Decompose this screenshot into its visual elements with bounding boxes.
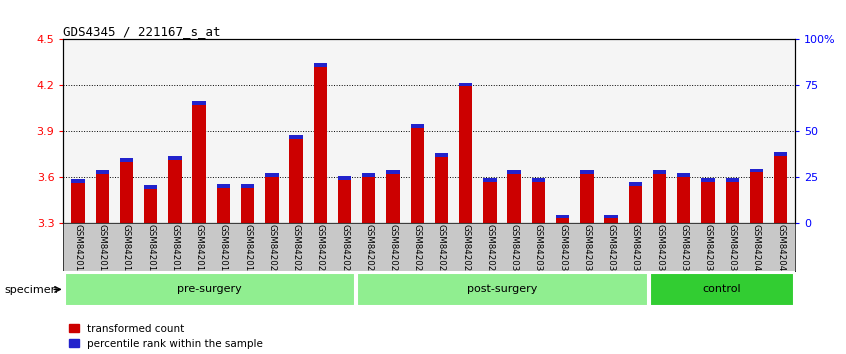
Text: GSM842035: GSM842035 [631,224,640,277]
Bar [677,173,690,177]
Text: GSM842031: GSM842031 [534,224,543,277]
Bar [338,176,351,180]
Bar [71,183,85,223]
Text: pre-surgery: pre-surgery [178,284,242,295]
Text: GSM842036: GSM842036 [655,224,664,277]
Bar [650,273,794,306]
Text: GSM842023: GSM842023 [340,224,349,277]
Text: GSM842030: GSM842030 [509,224,519,277]
Bar [750,172,763,223]
Bar [217,184,230,188]
Text: GSM842014: GSM842014 [122,224,131,277]
Text: GSM842037: GSM842037 [679,224,689,277]
Bar [750,169,763,172]
Text: GSM842039: GSM842039 [728,224,737,277]
Text: GSM842032: GSM842032 [558,224,567,277]
Bar [629,182,642,186]
Bar [314,67,327,223]
Text: GDS4345 / 221167_s_at: GDS4345 / 221167_s_at [63,25,221,38]
Bar [726,182,739,223]
Text: GSM842026: GSM842026 [413,224,421,277]
Bar [604,215,618,218]
Bar [483,182,497,223]
Bar [144,185,157,189]
Bar [362,173,376,177]
Bar [774,152,788,155]
Bar [580,170,594,174]
Bar [314,63,327,67]
Bar [435,153,448,157]
Bar [677,177,690,223]
Bar [64,273,355,306]
Text: GSM842038: GSM842038 [704,224,712,277]
Text: specimen: specimen [4,285,58,295]
Bar [532,182,545,223]
Legend: transformed count, percentile rank within the sample: transformed count, percentile rank withi… [69,324,263,349]
Text: GSM842017: GSM842017 [195,224,204,277]
Bar [556,218,569,223]
Bar [701,178,715,182]
Bar [144,189,157,223]
Text: GSM842024: GSM842024 [365,224,373,277]
Text: GSM842013: GSM842013 [98,224,107,277]
Bar [483,178,497,182]
Bar [96,170,109,174]
Text: GSM842040: GSM842040 [752,224,761,277]
Text: post-surgery: post-surgery [467,284,538,295]
Bar [241,184,255,188]
Bar [653,174,666,223]
Text: GSM842034: GSM842034 [607,224,616,277]
Text: GSM842019: GSM842019 [243,224,252,277]
Bar [580,174,594,223]
Bar [338,180,351,223]
Text: control: control [703,284,741,295]
Text: GSM842025: GSM842025 [388,224,398,277]
Text: GSM842021: GSM842021 [292,224,300,277]
Bar [387,170,399,174]
Text: GSM842016: GSM842016 [170,224,179,277]
Bar [357,273,648,306]
Bar [265,177,278,223]
Text: GSM842033: GSM842033 [582,224,591,277]
Bar [241,188,255,223]
Bar [289,139,303,223]
Text: GSM842027: GSM842027 [437,224,446,277]
Text: GSM842041: GSM842041 [776,224,785,277]
Bar [556,215,569,218]
Text: GSM842015: GSM842015 [146,224,155,277]
Bar [168,160,182,223]
Text: GSM842018: GSM842018 [219,224,228,277]
Bar [120,158,133,162]
Bar [508,174,521,223]
Bar [193,101,206,105]
Text: GSM842029: GSM842029 [486,224,494,277]
Text: GSM842028: GSM842028 [461,224,470,277]
Text: GSM842012: GSM842012 [74,224,83,277]
Bar [96,174,109,223]
Bar [410,124,424,128]
Bar [701,182,715,223]
Bar [508,170,521,174]
Bar [410,128,424,223]
Bar [604,218,618,223]
Bar [168,156,182,160]
Text: GSM842020: GSM842020 [267,224,277,277]
Bar [629,186,642,223]
Bar [120,162,133,223]
Bar [362,177,376,223]
Bar [71,179,85,183]
Text: GSM842022: GSM842022 [316,224,325,277]
Bar [193,105,206,223]
Bar [532,178,545,182]
Bar [435,157,448,223]
Bar [459,82,472,86]
Bar [387,174,399,223]
Bar [289,135,303,139]
Bar [459,86,472,223]
Bar [265,173,278,177]
Bar [726,178,739,182]
Bar [217,188,230,223]
Bar [774,155,788,223]
Bar [653,170,666,174]
